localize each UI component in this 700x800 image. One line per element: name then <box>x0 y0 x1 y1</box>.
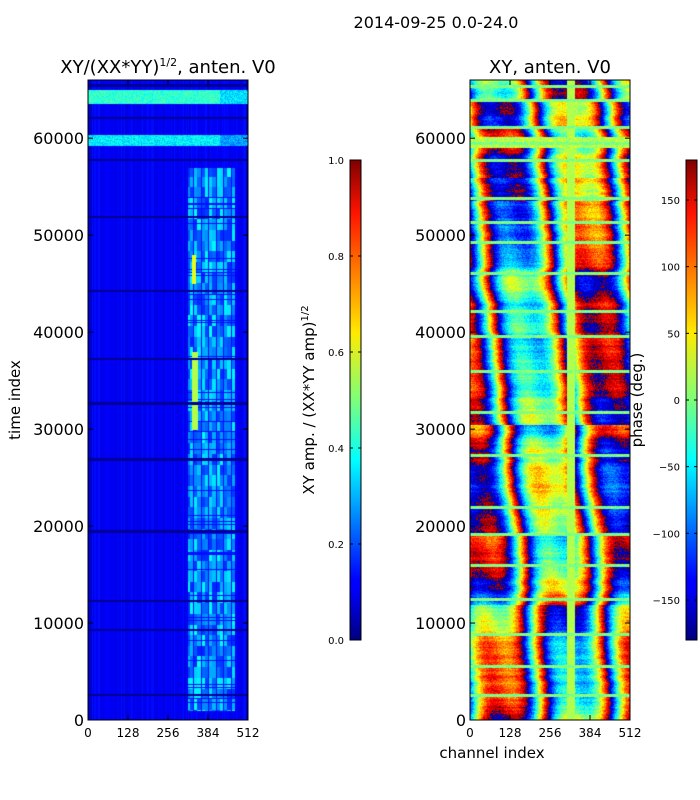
left-ytick-label: 30000 <box>33 420 84 439</box>
right-ytick-label: 60000 <box>415 129 466 148</box>
left-ytick-label: 50000 <box>33 226 84 245</box>
left-panel: XY/(XX*YY)1/2, anten. V0 0 128 256 384 512 0 1… <box>6 56 276 740</box>
right-colorbar-tick-label: −50 <box>659 463 680 474</box>
right-colorbar-tick-label: 50 <box>667 329 680 340</box>
left-colorbar-tick-label: 0.8 <box>328 252 344 263</box>
left-colorbar-tick-label: 0.2 <box>328 540 344 551</box>
left-ytick-label: 0 <box>74 711 84 730</box>
left-xtick-label: 512 <box>237 726 260 740</box>
right-xtick-label: 0 <box>466 726 474 740</box>
right-xtick-label: 384 <box>579 726 602 740</box>
left-ticks: 0 128 256 384 512 0 10000 20000 30000 40000 50000 6… <box>33 80 259 740</box>
right-heatmap <box>470 80 630 720</box>
left-colorbar-tick-label: 0.6 <box>328 348 344 359</box>
right-xtick-label: 256 <box>539 726 562 740</box>
right-xtick-label: 512 <box>619 726 642 740</box>
left-ytick-label: 60000 <box>33 129 84 148</box>
right-ytick-label: 0 <box>456 711 466 730</box>
right-ytick-label: 40000 <box>415 323 466 342</box>
right-ytick-label: 10000 <box>415 614 466 633</box>
left-colorbar-tick-label: 0.4 <box>328 444 344 455</box>
right-ytick-label: 50000 <box>415 226 466 245</box>
right-panel: XY, anten. V0 0 128 256 384 512 0 10000 20000 30… <box>415 57 641 762</box>
left-xtick-label: 128 <box>117 726 140 740</box>
left-colorbar-ticks: 0.0 0.2 0.4 0.6 0.8 1.0 <box>328 156 361 647</box>
right-colorbar-tick-label: −150 <box>653 596 680 607</box>
left-panel-title: XY/(XX*YY)1/2, anten. V0 <box>60 56 275 78</box>
right-colorbar-tick-label: −100 <box>653 529 680 540</box>
right-x-axis-label: channel index <box>439 744 544 762</box>
left-y-axis-label: time index <box>6 360 24 440</box>
left-ytick-label: 20000 <box>33 517 84 536</box>
right-colorbar-tick-label: 0 <box>674 396 680 407</box>
right-colorbar-ticks: −150 −100 −50 0 50 100 150 <box>653 196 697 607</box>
right-xtick-label: 128 <box>499 726 522 740</box>
left-xtick-label: 384 <box>197 726 220 740</box>
right-colorbar-tick-label: 100 <box>661 263 680 274</box>
left-colorbar-tick-label: 1.0 <box>328 156 344 167</box>
right-ytick-label: 30000 <box>415 420 466 439</box>
left-xtick-label: 256 <box>157 726 180 740</box>
left-colorbar: 0.0 0.2 0.4 0.6 0.8 1.0 XY amp. / (XX*YY amp)… <box>300 156 362 647</box>
left-colorbar-label: XY amp. / (XX*YY amp)1/2 <box>300 305 318 494</box>
left-colorbar-gradient <box>349 159 362 641</box>
right-colorbar-label: phase (deg.) <box>628 353 646 448</box>
figure-title: 2014-09-25 0.0-24.0 <box>354 13 519 32</box>
left-xtick-label: 0 <box>84 726 92 740</box>
right-ytick-label: 20000 <box>415 517 466 536</box>
left-ytick-label: 40000 <box>33 323 84 342</box>
left-colorbar-tick-label: 0.0 <box>328 636 344 647</box>
left-ytick-label: 10000 <box>33 614 84 633</box>
right-panel-title: XY, anten. V0 <box>489 57 611 78</box>
right-colorbar: −150 −100 −50 0 50 100 150 phase (deg.) <box>628 159 698 641</box>
right-ticks: 0 128 256 384 512 0 10000 20000 30000 40000 50000 6… <box>415 80 641 740</box>
right-colorbar-tick-label: 150 <box>661 196 680 207</box>
left-heatmap <box>88 80 248 720</box>
